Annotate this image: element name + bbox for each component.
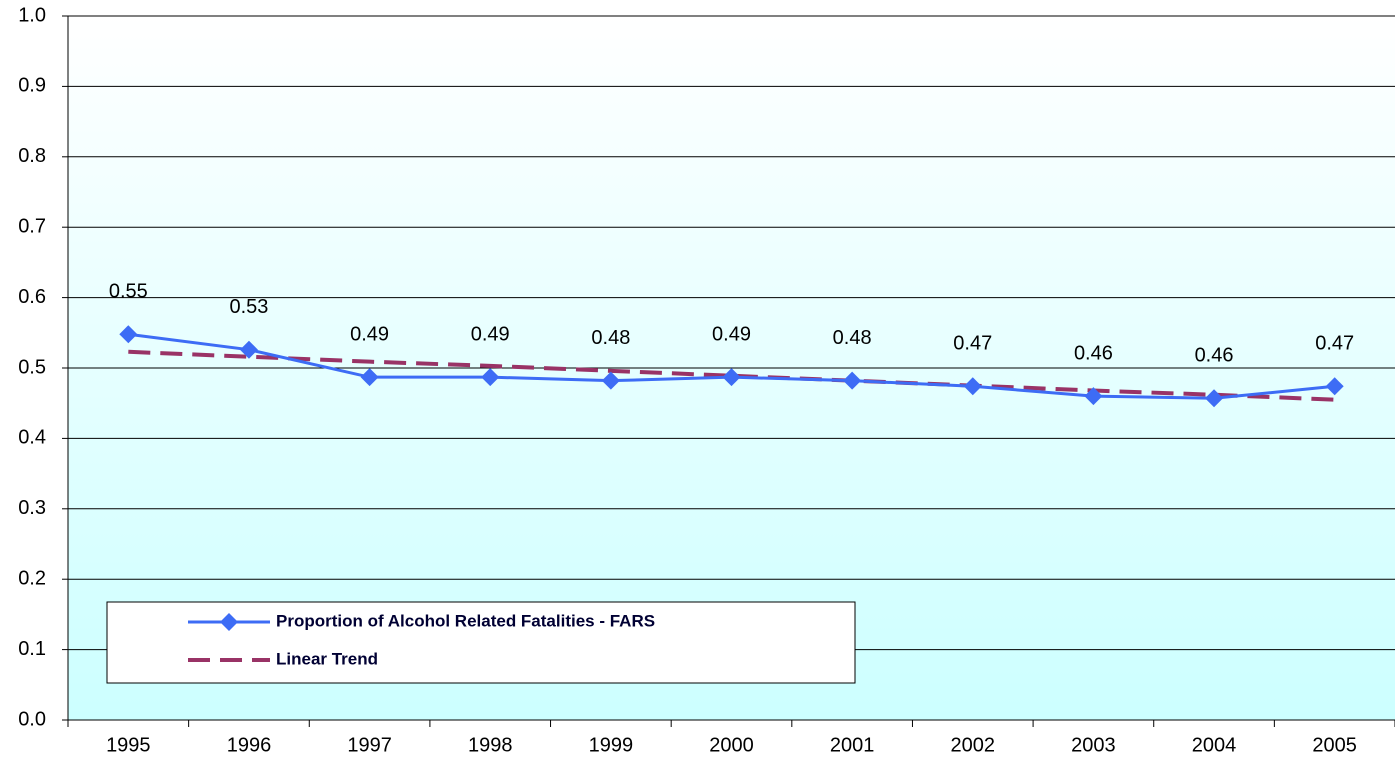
marker (1084, 387, 1103, 406)
y-tick-label: 1.0 (18, 4, 46, 26)
legend-box (106, 601, 856, 684)
y-tick-label: 0.7 (18, 215, 46, 237)
x-tick-label: 1995 (106, 734, 151, 756)
y-tick-label: 0.1 (18, 638, 46, 660)
marker (843, 371, 862, 390)
x-tick-label: 2003 (1071, 734, 1116, 756)
data-label: 0.49 (712, 323, 751, 345)
trend-line (128, 349, 1335, 402)
legend-label: Proportion of Alcohol Related Fatalities… (276, 611, 655, 630)
y-tick-label: 0.5 (18, 356, 46, 378)
data-label: 0.49 (471, 323, 510, 345)
x-tick-label: 1997 (347, 734, 392, 756)
y-tick-label: 0.4 (18, 427, 46, 449)
marker (1205, 389, 1224, 408)
marker (239, 340, 258, 359)
marker (722, 368, 741, 387)
x-tick-label: 2005 (1312, 734, 1357, 756)
marker (481, 368, 500, 387)
marker (119, 325, 138, 344)
y-tick-label: 0.9 (18, 75, 46, 97)
y-tick-label: 0.0 (18, 708, 46, 730)
y-tick-label: 0.8 (18, 145, 46, 167)
x-tick-label: 2004 (1192, 734, 1237, 756)
data-label: 0.46 (1195, 345, 1234, 367)
marker (1325, 377, 1344, 396)
x-tick-label: 1996 (227, 734, 272, 756)
data-label: 0.49 (350, 323, 389, 345)
data-label: 0.48 (833, 327, 872, 349)
x-tick-label: 1999 (589, 734, 634, 756)
y-tick-label: 0.2 (18, 567, 46, 589)
x-tick-label: 2001 (830, 734, 875, 756)
data-label: 0.48 (591, 327, 630, 349)
y-tick-label: 0.3 (18, 497, 46, 519)
legend-label: Linear Trend (276, 649, 378, 668)
marker (360, 368, 379, 387)
x-tick-label: 2002 (951, 734, 996, 756)
x-tick-label: 1998 (468, 734, 513, 756)
x-tick-label: 2000 (709, 734, 754, 756)
data-label: 0.53 (229, 296, 268, 318)
marker (601, 371, 620, 390)
data-label: 0.55 (109, 280, 148, 302)
legend-marker (220, 613, 238, 631)
data-label: 0.47 (1315, 333, 1354, 355)
y-tick-label: 0.6 (18, 286, 46, 308)
data-label: 0.47 (953, 333, 992, 355)
marker (963, 377, 982, 396)
data-label: 0.46 (1074, 342, 1113, 364)
